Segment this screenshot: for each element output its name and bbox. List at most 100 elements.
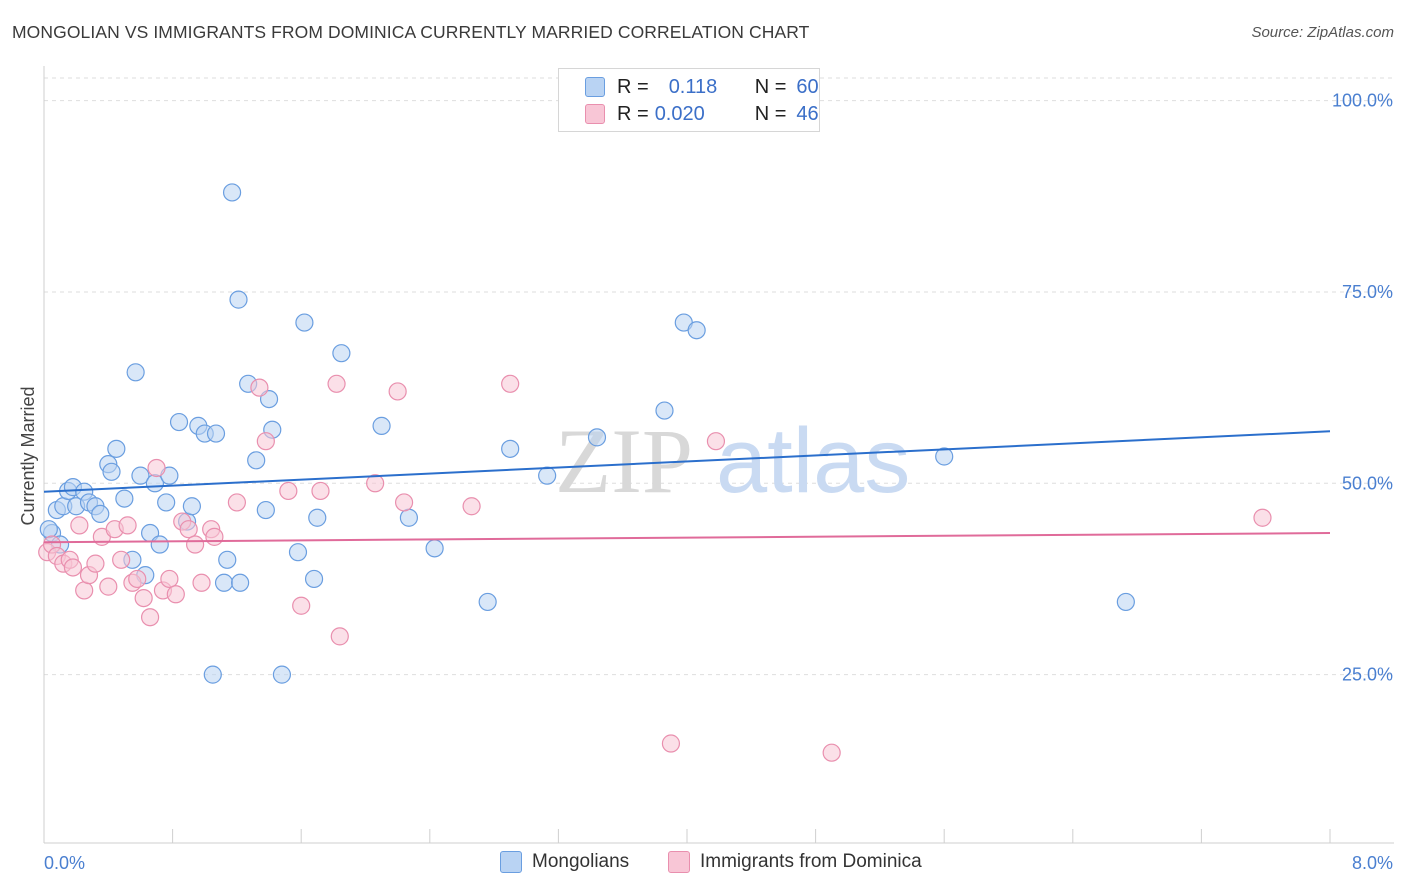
legend-r-label: R =: [617, 102, 649, 125]
mongolian-point: [126, 363, 145, 382]
mongolian-point: [115, 489, 134, 508]
dominica-point: [394, 493, 414, 512]
dominica-point: [256, 432, 275, 451]
mongolian-point: [150, 535, 169, 554]
dominica-point: [140, 608, 160, 627]
y-axis-label: Currently Married: [18, 386, 38, 525]
bottom-legend-dominica[interactable]: Immigrants from Dominica: [668, 851, 922, 873]
mongolian-point: [655, 401, 674, 420]
mongolian-point: [304, 569, 324, 589]
chart-title: MONGOLIAN VS IMMIGRANTS FROM DOMINICA CU…: [12, 22, 810, 42]
legend-n-value: 60: [796, 75, 819, 98]
dominica-point: [822, 743, 841, 762]
mongolian-point: [372, 416, 391, 435]
mongolian-point: [39, 520, 58, 539]
x-tick-labels: 0.0% 8.0%: [44, 853, 1393, 873]
mongolian-point: [332, 344, 351, 363]
dominica-point: [205, 527, 224, 546]
dominica-point: [366, 474, 385, 493]
y-tick-labels: 25.0% 50.0% 75.0% 100.0%: [1332, 91, 1393, 685]
legend-r-value: 0.118: [668, 75, 718, 98]
mongolian-point: [478, 592, 497, 612]
legend-row-mongolians: R = 0.118 N = 60: [585, 75, 819, 99]
mongolian-point: [399, 508, 419, 527]
mongolian-point: [308, 508, 327, 527]
dominica-point: [112, 550, 131, 569]
dominica-point: [75, 581, 94, 600]
mongolian-point: [131, 466, 150, 485]
mongolian-point: [91, 504, 110, 524]
dominica-point: [147, 458, 166, 478]
mongolian-point: [501, 439, 520, 458]
y-tick-label: 25.0%: [1342, 665, 1393, 685]
legend-swatch-blue: [585, 77, 605, 97]
watermark-zip: ZIP: [555, 410, 693, 512]
mongolian-point: [206, 424, 226, 443]
series-dominica: [38, 374, 1272, 762]
dominica-point: [501, 374, 520, 393]
correlation-legend: R = 0.118 N = 60 R = 0.020 N = 46: [558, 68, 820, 132]
dominica-point: [1253, 508, 1272, 527]
mongolian-point: [182, 497, 201, 516]
dominica-point: [250, 378, 269, 397]
dominica-point: [186, 535, 205, 554]
mongolian-point: [169, 412, 189, 432]
mongolian-point: [218, 550, 237, 569]
dominica-point: [311, 481, 330, 501]
watermark-atlas: atlas: [716, 410, 910, 512]
dominica-point: [118, 516, 137, 535]
trend-lines: [43, 430, 1331, 544]
dominica-point: [179, 520, 198, 539]
mongolian-point: [1116, 592, 1135, 612]
dominica-point: [160, 569, 179, 589]
y-tick-label: 50.0%: [1342, 473, 1393, 493]
mongolian-point: [272, 665, 292, 684]
dominica-point: [63, 558, 83, 577]
mongolian-point: [687, 321, 706, 340]
dominica-point: [330, 627, 349, 646]
trend-line-dominica: [43, 532, 1331, 544]
mongolian-point: [102, 462, 121, 481]
bottom-legend-mongolians[interactable]: Mongolians: [500, 851, 629, 873]
bottom-legend: Mongolians Immigrants from Dominica: [0, 851, 1406, 877]
y-tick-label: 100.0%: [1332, 91, 1393, 111]
legend-swatch-pink: [585, 104, 605, 124]
legend-n-label: N =: [754, 75, 787, 98]
dominica-point: [166, 585, 185, 604]
legend-r-label: R =: [617, 75, 649, 98]
y-tick-label: 75.0%: [1342, 282, 1393, 302]
legend-row-dominica: R = 0.020 N = 46: [585, 102, 819, 126]
dominica-point: [134, 588, 153, 608]
dominica-point: [99, 577, 118, 596]
dominica-point: [706, 432, 726, 451]
mongolian-point: [935, 447, 954, 466]
mongolian-point: [288, 543, 308, 562]
dominica-point: [661, 734, 681, 753]
mongolian-point: [295, 313, 314, 332]
bottom-legend-swatch-blue: [500, 851, 522, 873]
dominica-point: [192, 573, 211, 592]
mongolian-point: [157, 493, 176, 512]
mongolian-point: [247, 451, 266, 470]
dominica-point: [86, 554, 105, 573]
dominica-point: [70, 516, 89, 535]
dominica-point: [292, 596, 311, 615]
axes: [43, 66, 1394, 844]
mongolian-point: [231, 573, 250, 592]
watermark: ZIP atlas: [555, 410, 910, 512]
dominica-point: [388, 382, 407, 401]
mongolian-point: [222, 183, 242, 202]
mongolian-point: [214, 573, 234, 592]
dominica-point: [462, 497, 481, 516]
mongolian-point: [538, 466, 557, 485]
bottom-legend-label: Mongolians: [532, 851, 630, 872]
dominica-point: [279, 481, 298, 501]
mongolian-point: [229, 290, 248, 309]
x-tick-label: 0.0%: [44, 853, 85, 873]
trend-line-mongolians: [43, 430, 1331, 493]
mongolian-point: [425, 539, 444, 558]
mongolian-point: [587, 428, 607, 447]
dominica-point: [128, 569, 147, 589]
bottom-legend-swatch-pink: [668, 851, 690, 873]
